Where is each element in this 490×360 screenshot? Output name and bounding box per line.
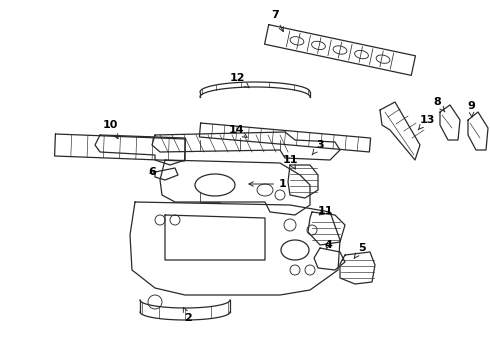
Text: 11: 11 [282, 155, 298, 169]
Text: 7: 7 [271, 10, 283, 32]
Text: 8: 8 [433, 97, 445, 112]
Text: 13: 13 [418, 115, 435, 130]
Text: 4: 4 [324, 240, 332, 250]
Text: 1: 1 [249, 179, 287, 189]
Text: 10: 10 [102, 120, 118, 139]
Text: 2: 2 [183, 307, 192, 323]
Text: 11: 11 [317, 206, 333, 216]
Text: 5: 5 [354, 243, 366, 258]
Text: 6: 6 [148, 167, 156, 177]
Text: 12: 12 [229, 73, 249, 88]
Text: 3: 3 [312, 140, 324, 155]
Text: 14: 14 [228, 125, 247, 138]
Text: 9: 9 [467, 101, 475, 117]
